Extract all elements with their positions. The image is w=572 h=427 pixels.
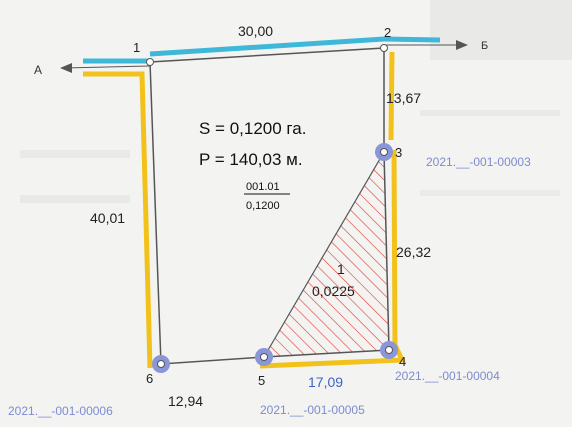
cadastral-number-6: 2021.__-001-00006 [8,404,113,418]
parcel-perimeter: P = 140,03 м. [199,150,303,169]
point-2-label: 2 [384,25,391,40]
dimension-4-5: 17,09 [308,374,343,390]
point-4-label: 4 [399,354,406,369]
dimension-3-4: 26,32 [396,244,431,260]
background-ghost [20,0,572,203]
dimension-6-1: 40,01 [90,210,125,226]
cadastral-number-3: 2021.__-001-00003 [426,155,531,169]
subparcel-hatch [264,152,389,357]
arrow-right-icon [456,40,468,50]
point-4-marker [385,346,393,354]
parcel-area-fraction: 0,1200 [246,200,280,212]
neighbor-line-left [83,71,153,369]
point-5-marker [260,353,268,361]
parcel-area: S = 0,1200 га. [199,119,306,138]
point-3-label: 3 [395,145,402,160]
arrow-left-icon [60,63,72,73]
subparcel-boundary [263,151,385,358]
road [60,36,468,73]
subparcel-number: 1 [337,261,345,277]
point-6-marker [157,360,165,368]
cadastral-number-4: 2021.__-001-00004 [395,369,500,383]
road-arrow-left-line [63,65,151,69]
point-6-label: 6 [146,371,153,386]
parcel-number: 001.01 [246,181,280,193]
point-markers [146,44,398,373]
road-label-b: Б [481,40,488,52]
point-2-marker [380,44,388,52]
point-3-marker [380,148,388,156]
road-label-a: А [34,63,42,77]
dimension-1-2: 30,00 [238,23,273,39]
cadastral-number-5: 2021.__-001-00005 [260,403,365,417]
road-line-top [149,36,385,57]
point-5-label: 5 [258,373,265,388]
point-1-label: 1 [133,40,140,55]
road-line-right [383,36,441,43]
dimension-2-3: 13,67 [386,90,421,106]
neighbor-line-right-lower [259,149,406,369]
point-1-marker [146,58,154,66]
neighbor-line-right-upper [388,51,395,141]
neighbor-boundaries [83,51,406,369]
subparcel-area: 0,0225 [312,283,355,299]
dimension-5-6: 12,94 [168,393,203,409]
